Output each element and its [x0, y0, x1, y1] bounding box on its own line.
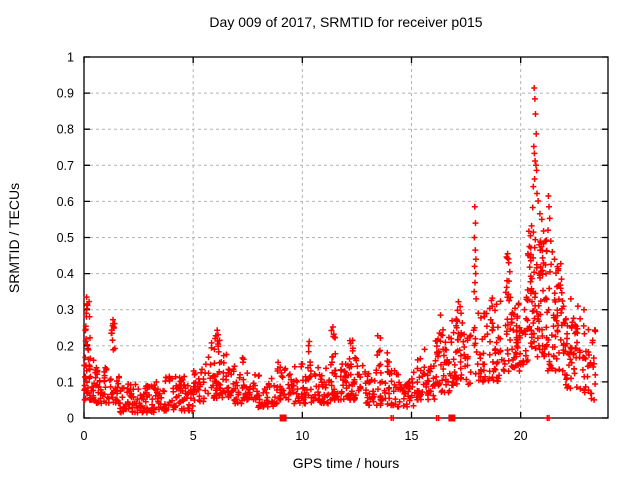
y-tick-label: 0.8: [57, 123, 74, 137]
y-tick-label: 0.6: [57, 195, 74, 209]
x-tick-label: 5: [190, 429, 197, 443]
y-tick-label: 0.4: [57, 267, 74, 281]
x-tick-label: 15: [405, 429, 419, 443]
x-tick-label: 10: [295, 429, 309, 443]
y-tick-label: 0.3: [57, 303, 74, 317]
zero-square-marker: [448, 414, 456, 422]
y-tick-label: 1: [67, 51, 74, 65]
y-tick-label: 0.1: [57, 375, 74, 389]
x-axis-label: GPS time / hours: [292, 455, 400, 471]
data-points: [81, 85, 599, 421]
y-tick-label: 0.5: [57, 231, 74, 245]
x-tick-label: 0: [81, 429, 88, 443]
y-tick-label: 0.7: [57, 159, 74, 173]
grid-lines: [84, 57, 608, 418]
y-tick-label: 0.9: [57, 87, 74, 101]
y-axis-label: SRMTID / TECUs: [6, 182, 22, 294]
y-tick-label: 0: [67, 412, 74, 426]
chart-title: Day 009 of 2017, SRMTID for receiver p01…: [209, 14, 483, 30]
x-tick-label: 20: [514, 429, 528, 443]
y-tick-label: 0.2: [57, 339, 74, 353]
zero-square-marker: [279, 414, 287, 422]
